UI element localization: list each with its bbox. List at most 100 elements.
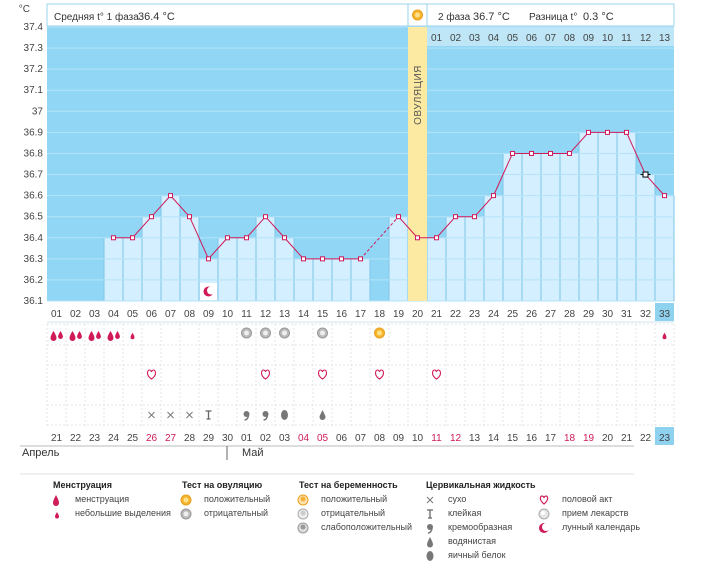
y-tick-label: 36.7 bbox=[24, 170, 44, 181]
fluid-dry-icon bbox=[424, 494, 440, 506]
legend-label: отрицательный bbox=[321, 508, 386, 518]
temperature-point bbox=[586, 129, 591, 135]
cycle-day-label: 12 bbox=[260, 309, 272, 320]
temperature-bar bbox=[540, 152, 561, 302]
legend-label: лунный календарь bbox=[562, 522, 641, 532]
cycle-day-label: 18 bbox=[374, 309, 386, 320]
heart-icon bbox=[431, 369, 442, 380]
phase2-day-label: 13 bbox=[659, 33, 671, 44]
legend-label: прием лекарств bbox=[562, 508, 629, 518]
fluid-watery-icon bbox=[319, 410, 326, 420]
pregnancy-test-negative-icon bbox=[297, 508, 313, 520]
cycle-day-label: 32 bbox=[640, 309, 652, 320]
temperature-line-segment bbox=[474, 195, 494, 218]
y-tick-label: 36.5 bbox=[24, 212, 44, 223]
temperature-bar bbox=[122, 237, 143, 302]
y-tick-label: 36.9 bbox=[24, 127, 44, 138]
temperature-bar bbox=[274, 237, 295, 302]
layer-grid bbox=[20, 26, 675, 475]
temperature-bar bbox=[236, 237, 257, 302]
ovulation-test-positive-icon bbox=[180, 494, 196, 506]
legend-item-ovu-positive: положительный bbox=[180, 492, 270, 506]
y-tick-label: 37.1 bbox=[24, 85, 44, 96]
temperature-line-segment bbox=[493, 153, 513, 196]
phase2-day-label: 08 bbox=[564, 33, 576, 44]
legend-label: положительный bbox=[204, 494, 271, 504]
legend-pregnancy-test-title: Тест на беременность bbox=[299, 480, 398, 490]
calendar-date-label: 12 bbox=[450, 433, 462, 444]
legend-label: слабоположительный bbox=[321, 522, 413, 532]
legend-ovulation-test: Тест на овуляцию положительный отрицател… bbox=[180, 478, 270, 520]
legend-item-intercourse: половой акт bbox=[538, 492, 640, 506]
layer-pts bbox=[111, 129, 667, 300]
temperature-line-segment bbox=[645, 174, 665, 196]
temperature-point bbox=[662, 193, 667, 199]
y-axis-unit: °C bbox=[19, 4, 30, 15]
temperature-line-segment bbox=[569, 132, 589, 154]
temperature-line-segment bbox=[265, 216, 285, 239]
legend-label: клейкая bbox=[448, 508, 482, 518]
cycle-day-label: 04 bbox=[108, 309, 120, 320]
layer-icons bbox=[50, 327, 667, 421]
temperature-point bbox=[453, 214, 458, 220]
temperature-bar bbox=[103, 237, 124, 302]
current-day-highlight bbox=[655, 303, 674, 321]
temperature-point bbox=[168, 193, 173, 199]
cycle-day-label: 19 bbox=[393, 309, 405, 320]
ovulation-test-negative-icon bbox=[180, 508, 196, 520]
cycle-day-label: 09 bbox=[203, 309, 215, 320]
phase2-day-label: 05 bbox=[507, 33, 519, 44]
fluid-eggwhite-icon bbox=[281, 410, 288, 420]
calendar-date-label: 24 bbox=[108, 433, 120, 444]
y-tick-label: 37.3 bbox=[24, 43, 44, 54]
legend-label: яичный белок bbox=[448, 550, 506, 560]
cycle-day-label: 17 bbox=[355, 309, 367, 320]
cycle-day-label: 25 bbox=[507, 309, 519, 320]
temperature-line-segment bbox=[189, 216, 209, 260]
phase2-label: 2 фаза bbox=[438, 11, 471, 23]
temperature-line-segment bbox=[151, 195, 171, 218]
temperature-point bbox=[548, 150, 553, 156]
temperature-point bbox=[415, 235, 420, 241]
cycle-day-label: 01 bbox=[51, 309, 63, 320]
cycle-day-label: 10 bbox=[222, 309, 234, 320]
y-tick-label: 36.4 bbox=[24, 233, 44, 244]
legend-label: отрицательный bbox=[204, 508, 269, 518]
phase2-day-label: 04 bbox=[488, 33, 500, 44]
temperature-point bbox=[282, 235, 287, 241]
temperature-line-segment bbox=[246, 216, 266, 239]
moon-icon bbox=[538, 522, 554, 534]
legend-item-sticky: клейкая bbox=[424, 506, 536, 520]
temperature-point bbox=[225, 235, 230, 241]
y-tick-label: 36.3 bbox=[24, 254, 44, 265]
legend-cervical-fluid-title: Цервикальная жидкость bbox=[426, 480, 536, 490]
temperature-point bbox=[111, 235, 116, 241]
menstruation-heavy-icon bbox=[50, 331, 57, 341]
phase2-day-label: 06 bbox=[526, 33, 538, 44]
legend-label: водянистая bbox=[448, 536, 497, 546]
temperature-line-segment bbox=[398, 216, 418, 239]
diff-label: Разница t° bbox=[529, 12, 577, 23]
ovulation-test-positive-core bbox=[377, 330, 382, 336]
cycle-day-label: 16 bbox=[336, 309, 348, 320]
fluid-dry-icon bbox=[186, 411, 193, 419]
pregnancy-test-weak-icon bbox=[297, 522, 313, 534]
phase2-day-label: 10 bbox=[602, 33, 614, 44]
fluid-creamy-icon bbox=[424, 522, 440, 534]
phase2-day-label: 11 bbox=[621, 33, 632, 44]
temperature-point bbox=[472, 214, 477, 220]
temperature-point bbox=[244, 235, 249, 241]
legend-other-spacer bbox=[540, 478, 640, 492]
cycle-day-label: 21 bbox=[431, 309, 443, 320]
phase2-day-label: 09 bbox=[583, 33, 595, 44]
cycle-day-label: 13 bbox=[279, 309, 291, 320]
phase2-day-row bbox=[427, 27, 674, 46]
legend-item-ovu-negative: отрицательный bbox=[180, 506, 270, 520]
temperature-point bbox=[491, 193, 496, 199]
cycle-day-label: 11 bbox=[241, 309, 252, 320]
calendar-date-label: 03 bbox=[279, 433, 291, 444]
calendar-date-label: 13 bbox=[469, 433, 481, 444]
temperature-line-segment bbox=[284, 237, 304, 260]
sun-icon-core bbox=[415, 12, 420, 18]
temperature-bar bbox=[521, 152, 542, 302]
